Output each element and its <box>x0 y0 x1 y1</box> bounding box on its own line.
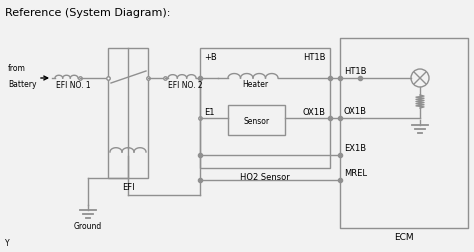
Text: HT1B: HT1B <box>303 53 326 62</box>
Text: Battery: Battery <box>8 80 36 89</box>
Text: Heater: Heater <box>242 80 268 89</box>
Text: HT1B: HT1B <box>344 67 366 76</box>
Text: Sensor: Sensor <box>244 117 270 127</box>
Text: HO2 Sensor: HO2 Sensor <box>240 173 290 182</box>
Bar <box>200 48 330 168</box>
Bar <box>228 105 285 135</box>
Text: Ground: Ground <box>74 222 102 231</box>
Text: OX1B: OX1B <box>303 108 326 117</box>
Text: from: from <box>8 64 26 73</box>
Text: EX1B: EX1B <box>344 144 366 153</box>
Text: EFI NO. 2: EFI NO. 2 <box>168 81 202 90</box>
Bar <box>340 38 468 228</box>
Text: OX1B: OX1B <box>344 107 367 116</box>
Text: ECM: ECM <box>394 233 414 242</box>
Text: Reference (System Diagram):: Reference (System Diagram): <box>5 8 170 18</box>
Text: +B: +B <box>204 53 217 62</box>
Text: EFI NO. 1: EFI NO. 1 <box>56 81 91 90</box>
Text: E1: E1 <box>204 108 215 117</box>
Text: EFI: EFI <box>122 183 134 192</box>
Text: Y: Y <box>5 239 9 248</box>
Text: MREL: MREL <box>344 169 367 178</box>
Bar <box>108 48 148 178</box>
